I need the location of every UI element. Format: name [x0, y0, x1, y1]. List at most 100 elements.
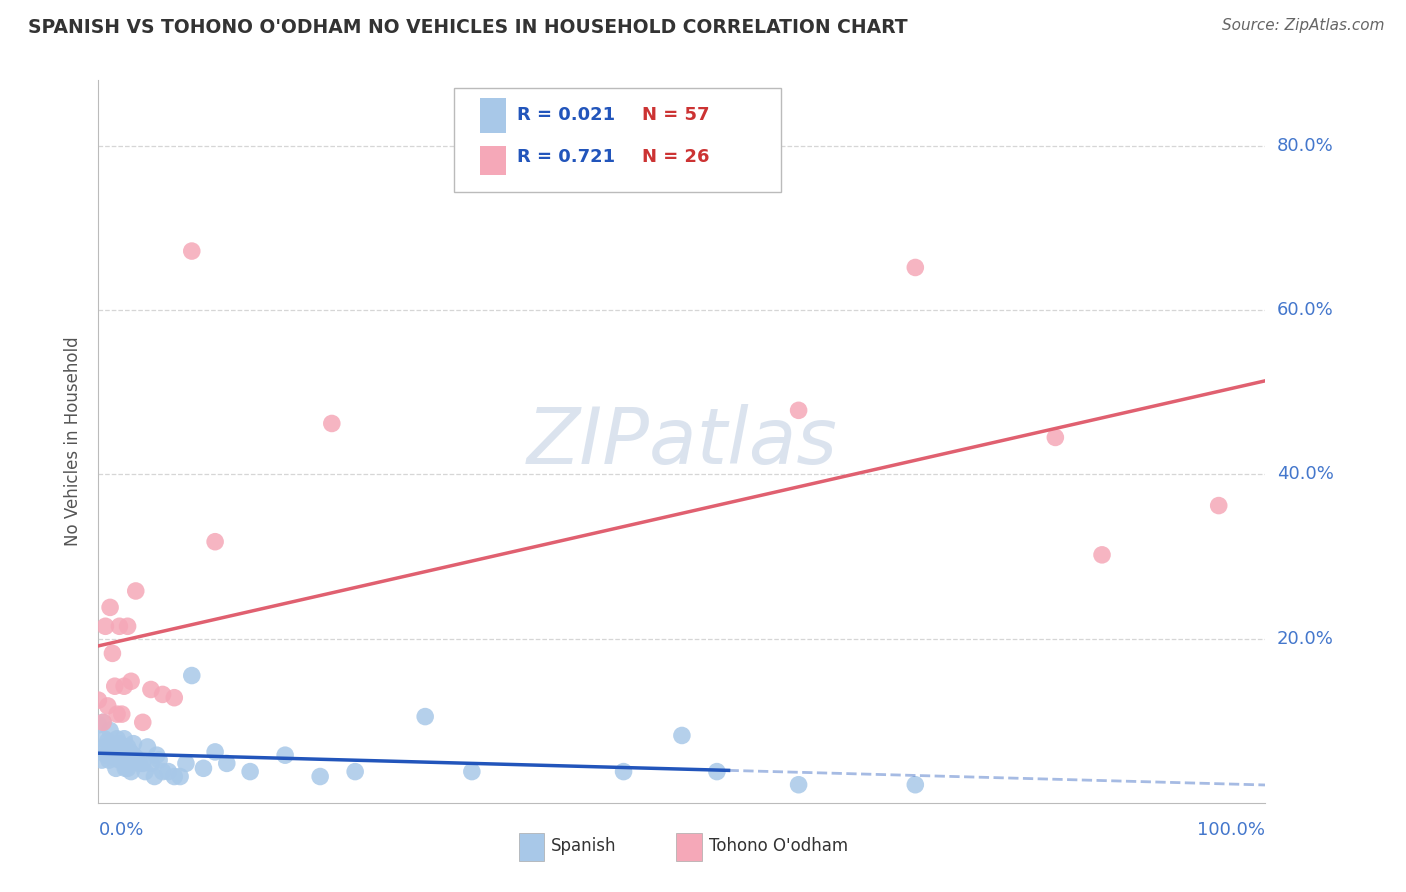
Point [180, 244, 202, 258]
Point [157, 764, 180, 779]
Point [413, 709, 436, 723]
Point [101, 745, 124, 759]
Point [103, 748, 125, 763]
Text: 60.0%: 60.0% [1277, 301, 1334, 319]
Point [87, 718, 110, 732]
Point [117, 619, 139, 633]
Point [98, 600, 121, 615]
Point [139, 682, 162, 697]
Point [239, 764, 262, 779]
Text: Tohono O'odham: Tohono O'odham [709, 838, 848, 855]
Point [132, 756, 155, 771]
Point [215, 756, 238, 771]
Point [152, 764, 174, 779]
Text: ZIPatlas: ZIPatlas [526, 403, 838, 480]
Point [904, 778, 927, 792]
Point [111, 707, 134, 722]
Point [309, 770, 332, 784]
Point [91, 715, 114, 730]
Point [112, 731, 135, 746]
Point [90, 753, 112, 767]
Point [193, 761, 215, 775]
Point [204, 745, 226, 759]
Point [344, 764, 367, 779]
Point [169, 770, 191, 784]
Point [93, 731, 115, 746]
Point [146, 748, 169, 763]
Point [163, 770, 186, 784]
Text: SPANISH VS TOHONO O'ODHAM NO VEHICLES IN HOUSEHOLD CORRELATION CHART: SPANISH VS TOHONO O'ODHAM NO VEHICLES IN… [28, 18, 908, 37]
Point [94, 739, 117, 754]
Point [118, 745, 141, 759]
Point [136, 739, 159, 754]
Text: 20.0%: 20.0% [1277, 630, 1334, 648]
Bar [479, 98, 506, 133]
Text: 80.0%: 80.0% [1277, 137, 1334, 155]
Point [787, 778, 810, 792]
Point [94, 619, 117, 633]
Point [128, 756, 150, 771]
Text: 0.0%: 0.0% [98, 821, 143, 838]
Point [111, 753, 134, 767]
Point [461, 764, 484, 779]
Point [114, 761, 136, 775]
Point [108, 619, 131, 633]
Point [91, 715, 114, 730]
Text: N = 57: N = 57 [643, 105, 710, 124]
Point [101, 646, 124, 660]
Point [148, 753, 170, 767]
Point [104, 750, 127, 764]
Point [105, 731, 128, 746]
Point [97, 698, 120, 713]
Point [87, 693, 110, 707]
Point [96, 748, 118, 763]
Bar [479, 145, 506, 175]
Bar [676, 833, 702, 861]
Point [125, 750, 148, 764]
Point [1091, 548, 1114, 562]
Point [111, 748, 134, 763]
Point [1208, 499, 1230, 513]
Point [134, 764, 156, 779]
Point [122, 748, 145, 763]
Text: R = 0.721: R = 0.721 [517, 148, 616, 166]
Point [90, 745, 112, 759]
Point [321, 417, 343, 431]
Point [98, 748, 121, 763]
Point [117, 739, 139, 754]
FancyBboxPatch shape [454, 87, 782, 193]
Point [105, 707, 128, 722]
Point [163, 690, 186, 705]
Text: N = 26: N = 26 [643, 148, 710, 166]
Point [97, 734, 120, 748]
Text: Spanish: Spanish [551, 838, 617, 855]
Point [120, 674, 142, 689]
Point [1045, 430, 1067, 444]
Point [671, 729, 693, 743]
Point [204, 534, 226, 549]
Bar [519, 833, 544, 861]
Point [98, 723, 121, 738]
Point [613, 764, 636, 779]
Point [152, 687, 174, 701]
Text: R = 0.021: R = 0.021 [517, 105, 616, 124]
Point [104, 761, 127, 775]
Point [122, 737, 145, 751]
Point [97, 753, 120, 767]
Point [108, 753, 131, 767]
Point [125, 584, 148, 599]
Point [274, 748, 297, 763]
Point [139, 756, 162, 771]
Text: Source: ZipAtlas.com: Source: ZipAtlas.com [1222, 18, 1385, 33]
Point [706, 764, 728, 779]
Point [787, 403, 810, 417]
Point [180, 668, 202, 682]
Y-axis label: No Vehicles in Household: No Vehicles in Household [65, 336, 83, 547]
Text: 40.0%: 40.0% [1277, 466, 1334, 483]
Point [104, 679, 127, 693]
Text: 100.0%: 100.0% [1198, 821, 1265, 838]
Point [117, 761, 139, 775]
Point [174, 756, 197, 771]
Point [132, 715, 155, 730]
Point [112, 679, 135, 693]
